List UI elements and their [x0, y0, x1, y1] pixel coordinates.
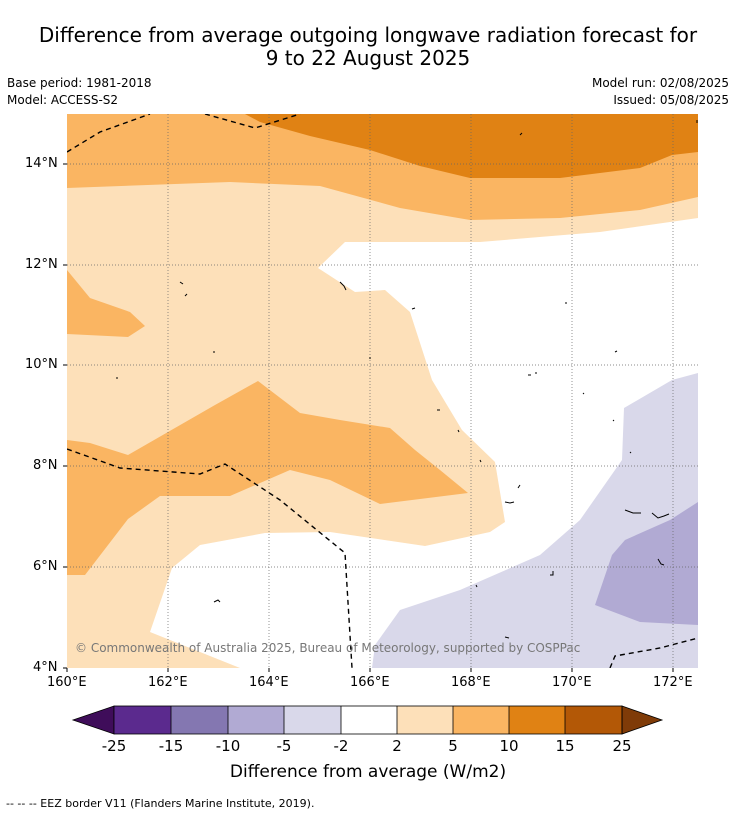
colorbar-extend-low	[71, 705, 115, 735]
lat-label-4n: 4°N	[33, 660, 58, 675]
colorbar-label: -5	[276, 737, 292, 755]
colorbar-label: 5	[448, 737, 458, 755]
colorbar-label: -15	[158, 737, 184, 755]
lon-label-164e: 164°E	[249, 675, 289, 690]
colorbar-swatch-2	[171, 706, 228, 734]
eez-border	[67, 114, 698, 668]
eez-legend-note: -- -- -- EEZ border V11 (Flanders Marine…	[6, 797, 315, 810]
lat-label-14n: 14°N	[25, 156, 58, 171]
islands	[116, 120, 698, 639]
band-5-to-10-west	[67, 270, 145, 337]
map-title-line1: Difference from average outgoing longwav…	[38, 23, 698, 47]
band-10-to-15	[245, 114, 698, 178]
colorbar-swatch-5	[341, 706, 397, 734]
lon-label-160e: 160°E	[47, 675, 87, 690]
lon-label-168e: 168°E	[451, 675, 491, 690]
colorbar-title: Difference from average (W/m2)	[229, 762, 507, 782]
colorbar-label: -25	[101, 737, 127, 755]
lon-label-166e: 166°E	[350, 675, 390, 690]
axis-ticks	[63, 163, 674, 672]
lon-label-172e: 172°E	[653, 675, 693, 690]
map-title-line2: 9 to 22 August 2025	[265, 46, 471, 70]
colorbar-extend-high	[621, 705, 664, 735]
model-name: Model: ACCESS-S2	[7, 93, 119, 107]
colorbar-label: -10	[215, 737, 241, 755]
lat-label-10n: 10°N	[25, 357, 58, 372]
lon-label-170e: 170°E	[552, 675, 592, 690]
band-5-to-10-middle	[67, 381, 468, 575]
base-period: Base period: 1981-2018	[7, 76, 152, 90]
colorbar-swatch-3	[228, 706, 284, 734]
graticule	[67, 114, 698, 668]
colorbar-label: 10	[499, 737, 519, 755]
lat-label-8n: 8°N	[33, 458, 58, 473]
colorbar-swatch-9	[565, 706, 622, 734]
colorbar-swatch-6	[397, 706, 453, 734]
band-neg5-to-neg10	[595, 502, 698, 625]
colorbar-swatch-4	[284, 706, 341, 734]
lat-label-6n: 6°N	[33, 559, 58, 574]
map-plot-area	[67, 114, 698, 668]
colorbar	[71, 705, 664, 735]
colorbar-swatch-1	[114, 706, 171, 734]
colorbar-label: -2	[333, 737, 349, 755]
colorbar-swatch-8	[509, 706, 565, 734]
colorbar-swatch-7	[453, 706, 509, 734]
issued-date: Issued: 05/08/2025	[613, 93, 729, 107]
colorbar-label: 25	[612, 737, 632, 755]
lon-label-162e: 162°E	[148, 675, 188, 690]
copyright-notice: © Commonwealth of Australia 2025, Bureau…	[75, 641, 581, 655]
lat-label-12n: 12°N	[25, 257, 58, 272]
colorbar-label: 2	[392, 737, 402, 755]
colorbar-label: 15	[555, 737, 575, 755]
model-run: Model run: 02/08/2025	[591, 76, 729, 90]
